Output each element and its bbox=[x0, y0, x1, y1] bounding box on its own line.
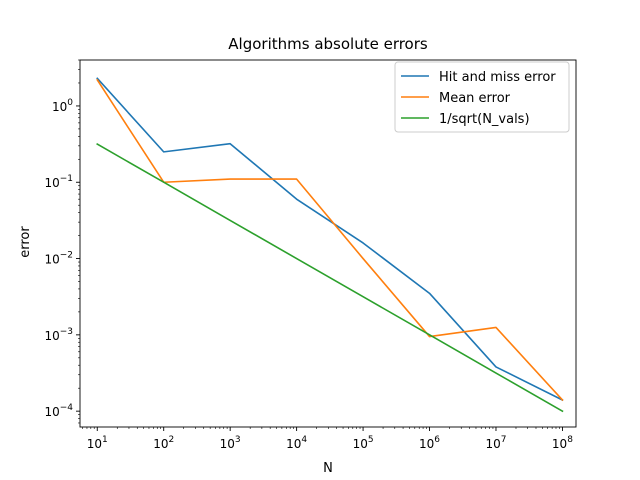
series-line-1 bbox=[96, 77, 564, 402]
x-tick-label: 106 bbox=[419, 435, 440, 451]
x-axis-label: N bbox=[323, 461, 333, 476]
y-tick-label: 10−1 bbox=[44, 174, 73, 190]
x-tick-label: 102 bbox=[153, 435, 174, 451]
y-tick-label: 10−4 bbox=[44, 403, 73, 419]
series-line-2 bbox=[96, 78, 564, 402]
x-tick-label: 101 bbox=[87, 435, 108, 451]
x-tick-label: 103 bbox=[220, 435, 241, 451]
x-tick-label: 107 bbox=[485, 435, 506, 451]
x-tick-label: 108 bbox=[552, 435, 573, 451]
y-tick-label: 10−2 bbox=[44, 251, 73, 267]
series-line-3 bbox=[96, 143, 564, 413]
axes-frame bbox=[79, 59, 577, 428]
y-tick-label: 10−3 bbox=[44, 327, 73, 343]
legend: Hit and miss error Mean error 1/sqrt(N_val… bbox=[394, 61, 570, 133]
x-tick-label: 104 bbox=[286, 435, 307, 451]
y-axis-label: error bbox=[18, 226, 33, 258]
legend-label-2: Mean error bbox=[439, 91, 511, 106]
x-tick-label: 105 bbox=[353, 435, 374, 451]
y-tick-label: 100 bbox=[52, 98, 73, 114]
legend-box bbox=[394, 61, 570, 133]
legend-label-1: Hit and miss error bbox=[439, 70, 556, 85]
chart-title: Algorithms absolute errors bbox=[228, 35, 428, 53]
plot-area: 101 102 103 104 105 106 107 108 100 10−1 10−2 10−3 1… bbox=[44, 59, 577, 451]
legend-label-3: 1/sqrt(N_vals) bbox=[439, 112, 530, 127]
